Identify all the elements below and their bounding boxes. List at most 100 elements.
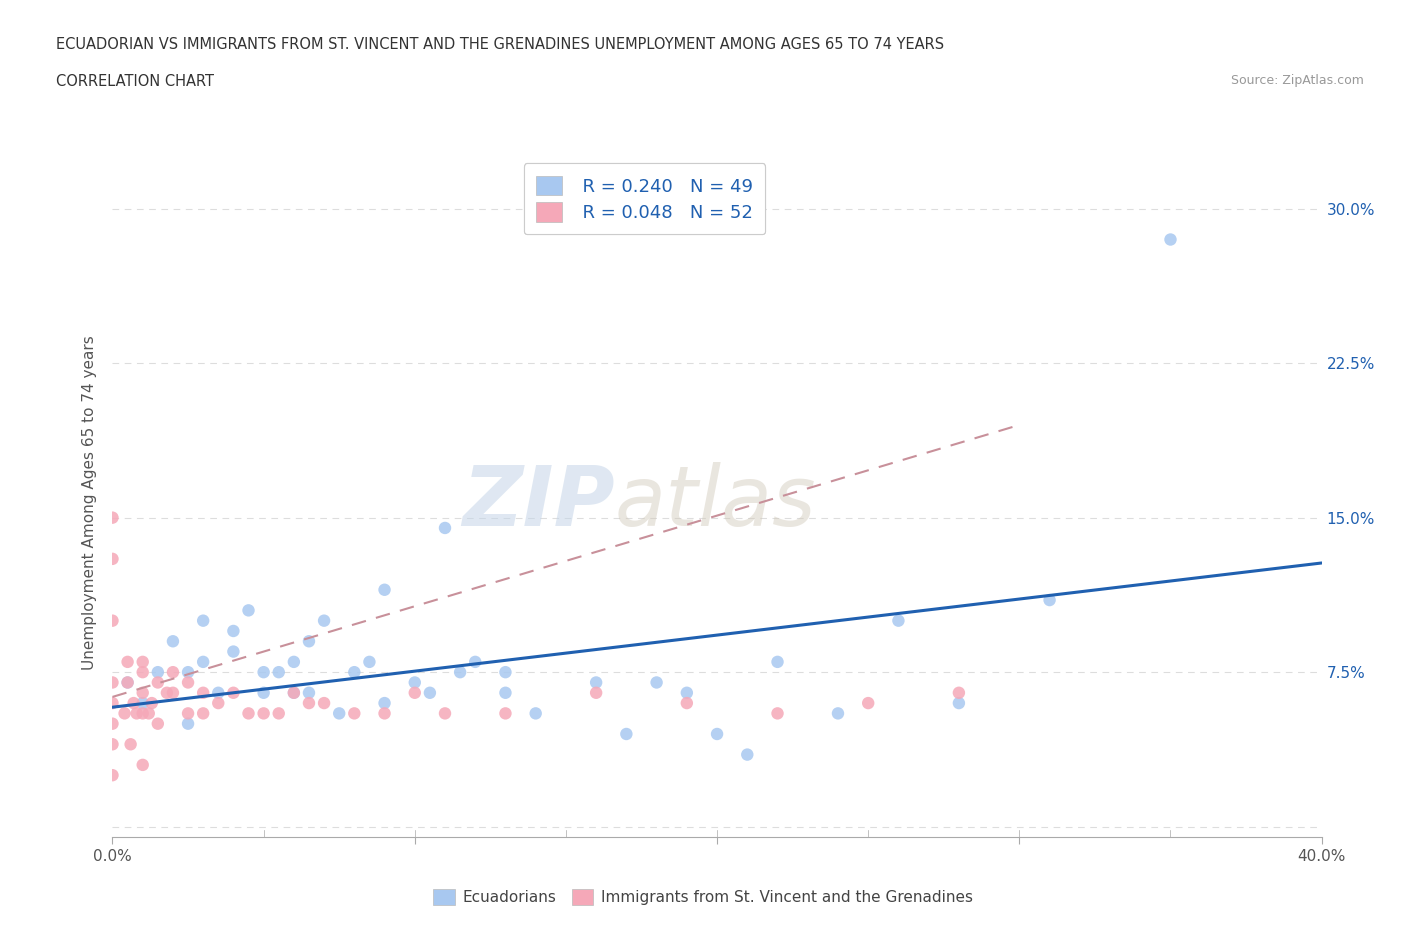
Point — [117, 655, 139, 670]
Point — [359, 655, 381, 670]
Legend: Ecuadorians, Immigrants from St. Vincent and the Grenadines: Ecuadorians, Immigrants from St. Vincent… — [426, 881, 980, 913]
Point — [433, 521, 456, 536]
Point — [766, 655, 789, 670]
Point — [766, 706, 789, 721]
Point — [132, 757, 155, 772]
Point — [117, 675, 139, 690]
Point — [374, 582, 396, 597]
Point — [616, 726, 638, 741]
Point — [191, 655, 214, 670]
Point — [495, 706, 517, 721]
Point — [138, 706, 160, 721]
Point — [283, 655, 305, 670]
Point — [267, 665, 290, 680]
Point — [101, 551, 124, 566]
Point — [132, 706, 155, 721]
Point — [222, 644, 245, 659]
Point — [162, 634, 184, 649]
Point — [177, 716, 200, 731]
Point — [404, 685, 426, 700]
Text: atlas: atlas — [614, 461, 815, 543]
Point — [856, 696, 880, 711]
Point — [887, 613, 910, 628]
Point — [1159, 232, 1181, 247]
Point — [101, 768, 124, 783]
Point — [675, 696, 697, 711]
Point — [101, 716, 124, 731]
Point — [141, 696, 163, 711]
Legend:   R = 0.240   N = 49,   R = 0.048   N = 52: R = 0.240 N = 49, R = 0.048 N = 52 — [523, 163, 765, 234]
Point — [314, 696, 336, 711]
Point — [298, 696, 321, 711]
Point — [374, 706, 396, 721]
Point — [122, 696, 145, 711]
Point — [132, 655, 155, 670]
Point — [146, 675, 169, 690]
Point — [495, 685, 517, 700]
Point — [101, 613, 124, 628]
Point — [146, 665, 169, 680]
Point — [156, 685, 179, 700]
Point — [253, 665, 276, 680]
Text: Source: ZipAtlas.com: Source: ZipAtlas.com — [1230, 74, 1364, 87]
Point — [191, 706, 214, 721]
Point — [404, 675, 426, 690]
Point — [374, 696, 396, 711]
Point — [827, 706, 849, 721]
Point — [419, 685, 441, 700]
Text: ZIP: ZIP — [461, 461, 614, 543]
Point — [706, 726, 728, 741]
Point — [207, 685, 229, 700]
Point — [495, 665, 517, 680]
Point — [117, 675, 139, 690]
Point — [101, 675, 124, 690]
Point — [585, 685, 607, 700]
Point — [177, 675, 200, 690]
Point — [238, 603, 260, 618]
Point — [298, 685, 321, 700]
Point — [114, 706, 136, 721]
Point — [101, 696, 124, 711]
Point — [283, 685, 305, 700]
Point — [177, 706, 200, 721]
Point — [343, 665, 366, 680]
Point — [328, 706, 350, 721]
Point — [132, 665, 155, 680]
Text: CORRELATION CHART: CORRELATION CHART — [56, 74, 214, 89]
Text: ECUADORIAN VS IMMIGRANTS FROM ST. VINCENT AND THE GRENADINES UNEMPLOYMENT AMONG : ECUADORIAN VS IMMIGRANTS FROM ST. VINCEN… — [56, 37, 945, 52]
Point — [524, 706, 547, 721]
Point — [222, 685, 245, 700]
Y-axis label: Unemployment Among Ages 65 to 74 years: Unemployment Among Ages 65 to 74 years — [82, 335, 97, 670]
Point — [267, 706, 290, 721]
Point — [645, 675, 668, 690]
Point — [238, 706, 260, 721]
Point — [162, 665, 184, 680]
Point — [948, 696, 970, 711]
Point — [191, 685, 214, 700]
Point — [125, 706, 148, 721]
Point — [101, 737, 124, 751]
Point — [191, 613, 214, 628]
Point — [585, 675, 607, 690]
Point — [132, 696, 155, 711]
Point — [343, 706, 366, 721]
Point — [132, 685, 155, 700]
Point — [207, 696, 229, 711]
Point — [948, 685, 970, 700]
Point — [298, 634, 321, 649]
Point — [253, 706, 276, 721]
Point — [433, 706, 456, 721]
Point — [737, 747, 759, 762]
Point — [253, 685, 276, 700]
Point — [162, 685, 184, 700]
Point — [120, 737, 142, 751]
Point — [101, 511, 124, 525]
Point — [675, 685, 697, 700]
Point — [177, 665, 200, 680]
Point — [449, 665, 471, 680]
Point — [464, 655, 486, 670]
Point — [146, 716, 169, 731]
Point — [283, 685, 305, 700]
Point — [222, 623, 245, 638]
Point — [314, 613, 336, 628]
